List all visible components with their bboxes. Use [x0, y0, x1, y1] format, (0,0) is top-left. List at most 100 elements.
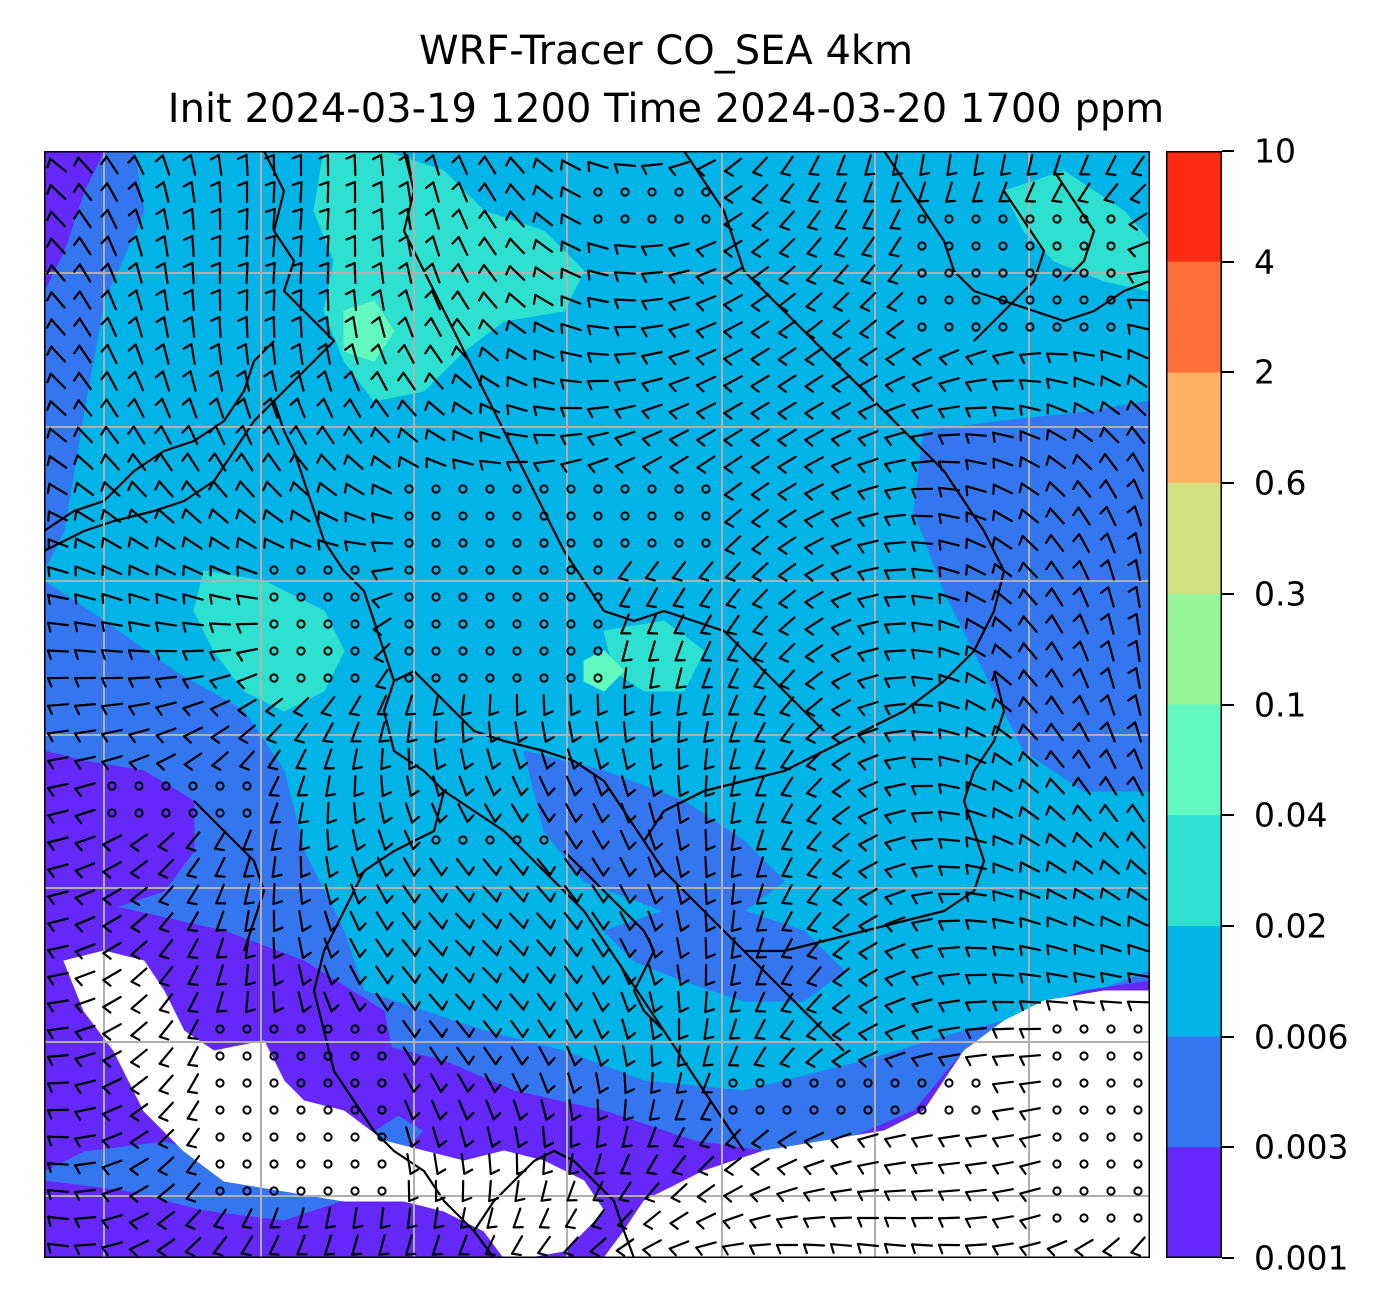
wind-barb-flag — [1018, 778, 1024, 790]
calm-wind-marker — [674, 538, 684, 548]
wind-barb-flag — [1045, 455, 1051, 466]
wind-barb-shaft — [886, 292, 904, 308]
wind-barb-shaft — [755, 964, 765, 986]
wind-barb-flag — [884, 1058, 893, 1068]
wind-barb-shaft — [162, 343, 170, 365]
wind-barb-flag — [211, 764, 222, 771]
wind-barb-shaft — [482, 263, 498, 283]
wind-barb-shaft — [910, 567, 934, 573]
wind-barb-shaft — [1050, 614, 1064, 634]
wind-barb-flag — [397, 371, 405, 382]
wind-barb-flag — [158, 900, 169, 906]
wind-barb-shaft — [239, 480, 255, 498]
wind-barb-flag — [505, 183, 512, 194]
wind-barb-shaft — [1078, 533, 1090, 553]
wind-barb-shaft — [560, 240, 582, 252]
wind-barb-shaft — [614, 430, 636, 440]
wind-barb-flag — [210, 288, 221, 295]
wind-barb-shaft — [430, 1099, 442, 1121]
wind-barb-shaft — [806, 912, 822, 930]
wind-barb-flag — [372, 234, 383, 242]
wind-barb-flag — [380, 765, 391, 771]
wind-barb-flag — [235, 480, 242, 491]
wind-barb-flag — [937, 837, 943, 849]
calm-wind-marker — [863, 1078, 873, 1088]
wind-barb-flag — [1018, 723, 1025, 735]
wind-barb-flag — [1045, 534, 1053, 544]
wind-barb-flag — [937, 1164, 945, 1175]
wind-barb-shaft — [586, 324, 610, 330]
wind-barb-shaft — [779, 722, 795, 742]
wind-barb-shaft — [803, 483, 825, 495]
wind-barb-shaft — [535, 211, 553, 227]
wind-barb-shaft — [371, 512, 393, 520]
wind-barb-flag — [289, 453, 296, 463]
wind-barb-shaft — [620, 802, 630, 824]
wind-barb-flag — [532, 238, 538, 250]
wind-barb-flag — [1099, 401, 1105, 412]
wind-barb-shaft — [1077, 749, 1091, 769]
wind-barb-shaft — [106, 289, 118, 311]
wind-barb-flag — [723, 439, 733, 447]
wind-barb-shaft — [217, 343, 223, 365]
wind-barb-shaft — [674, 1099, 684, 1121]
wind-barb-shaft — [406, 775, 412, 797]
wind-barb-flag — [971, 199, 984, 203]
wind-barb-flag — [370, 371, 379, 381]
wind-barb-flag — [991, 779, 996, 791]
wind-barb-flag — [723, 170, 734, 177]
wind-barb-flag — [937, 1217, 944, 1228]
wind-barb-flag — [937, 975, 945, 986]
wind-barb-flag — [154, 508, 160, 519]
wind-barb-shaft — [539, 748, 549, 770]
calm-wind-marker — [215, 1024, 225, 1034]
wind-barb-flag — [668, 247, 676, 257]
wind-barb-flag — [858, 358, 869, 366]
wind-barb-flag — [991, 697, 997, 709]
wind-barb-flag — [575, 947, 583, 958]
wind-barb-shaft — [459, 1126, 467, 1148]
calm-wind-marker — [1106, 1186, 1116, 1196]
calm-wind-marker — [350, 673, 360, 683]
calm-wind-marker — [1025, 241, 1035, 251]
calm-wind-marker — [323, 1105, 333, 1115]
wind-barb-flag — [73, 399, 80, 410]
coastline — [44, 340, 275, 532]
wind-barb-flag — [623, 1116, 634, 1122]
wind-barb-shaft — [1128, 212, 1148, 226]
wind-barb-flag — [318, 180, 330, 187]
calm-wind-marker — [1025, 322, 1035, 332]
colorbar-tick-mark — [1222, 482, 1234, 485]
wind-barb-flag — [560, 322, 564, 335]
wind-barb-shaft — [456, 1046, 470, 1066]
wind-barb-flag — [237, 261, 249, 268]
wind-barb-shaft — [130, 913, 148, 929]
wind-barb-flag — [185, 846, 197, 852]
wind-barb-shaft — [158, 939, 174, 957]
calm-wind-marker — [458, 619, 468, 629]
wind-barb-shaft — [1021, 723, 1039, 741]
wind-barb-flag — [344, 316, 355, 323]
wind-barb-shaft — [380, 234, 384, 258]
wind-barb-shaft — [1128, 374, 1148, 388]
wind-barb-shaft — [564, 992, 578, 1012]
calm-wind-marker — [566, 619, 576, 629]
wind-barb-flag — [857, 598, 865, 608]
wind-barb-shaft — [1072, 999, 1096, 1005]
wind-barb-shaft — [402, 1019, 416, 1039]
wind-barb-shaft — [209, 565, 231, 575]
wind-barb-shaft — [668, 349, 690, 359]
wind-barb-flag — [451, 373, 457, 385]
wind-barb-shaft — [569, 693, 573, 717]
wind-barb-flag — [297, 1225, 309, 1229]
wind-barb-flag — [510, 1252, 522, 1257]
wind-barb-flag — [1072, 613, 1082, 622]
wind-barb-flag — [495, 972, 502, 984]
wind-barb-shaft — [619, 884, 631, 904]
calm-wind-marker — [917, 241, 927, 251]
wind-barb-flag — [73, 481, 79, 493]
wind-barb-shaft — [237, 698, 257, 712]
wind-barb-shaft — [378, 721, 386, 743]
wind-barb-flag — [73, 263, 81, 273]
wind-barb-flag — [669, 466, 679, 474]
